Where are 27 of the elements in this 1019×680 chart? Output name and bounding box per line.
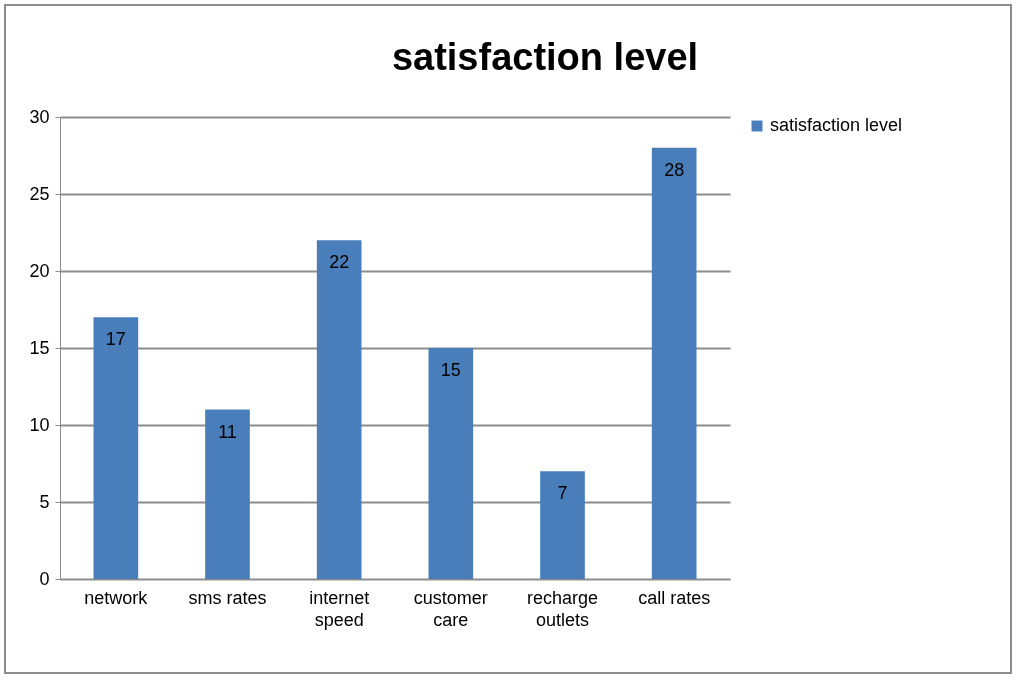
x-tick-label: customer care <box>413 587 488 630</box>
y-tick-label: 0 <box>39 568 50 589</box>
bar <box>540 471 585 579</box>
data-label: 15 <box>440 360 461 380</box>
x-tick-label: recharge outlets <box>526 587 599 630</box>
legend-label: satisfaction level <box>770 115 903 135</box>
x-tick-label: network <box>84 587 149 608</box>
data-label: 28 <box>664 159 685 180</box>
chart-title: satisfaction level <box>391 36 699 78</box>
bar <box>651 147 697 579</box>
x-tick-label: call rates <box>638 587 711 608</box>
data-label: 11 <box>218 421 237 442</box>
bar <box>205 409 250 579</box>
y-tick-label: 20 <box>29 260 50 281</box>
x-tick-label: internet speed <box>309 587 370 630</box>
data-label: 22 <box>329 252 350 273</box>
bar <box>428 348 474 579</box>
data-label: 7 <box>557 483 568 504</box>
x-tick-label: sms rates <box>188 587 267 608</box>
bar <box>93 317 139 579</box>
y-tick-label: 15 <box>29 337 50 358</box>
y-tick-label: 10 <box>29 414 50 435</box>
y-tick-label: 25 <box>29 183 50 204</box>
y-tick-label: 30 <box>29 106 50 127</box>
data-label: 17 <box>105 329 126 350</box>
bar <box>316 240 362 579</box>
y-tick-label: 5 <box>39 491 50 512</box>
